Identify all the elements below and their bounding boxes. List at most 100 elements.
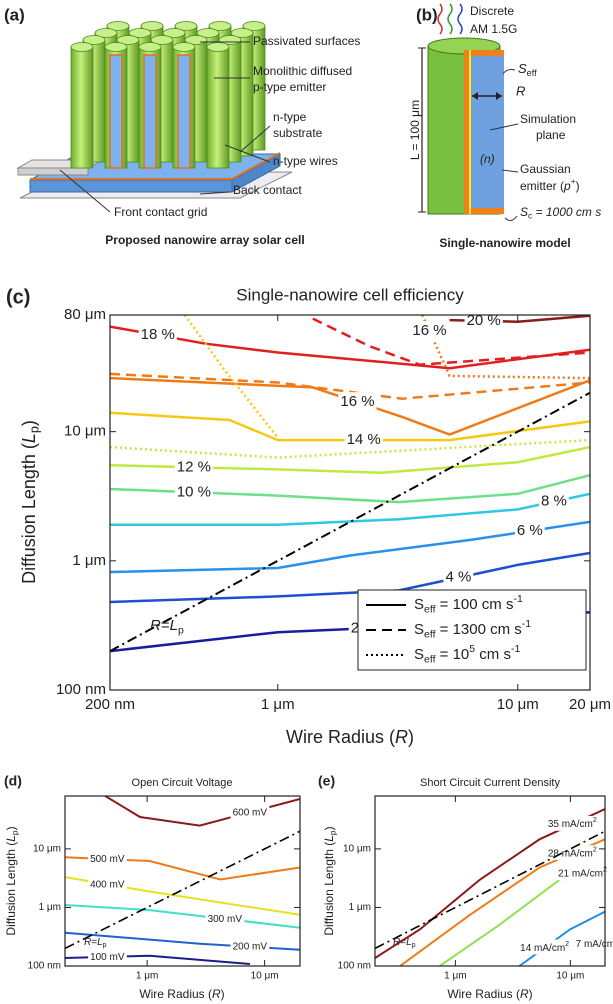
diagonal-label: R=Lp xyxy=(84,937,107,949)
contour-label-text: 12 % xyxy=(177,458,211,475)
text-part: ) xyxy=(576,179,580,193)
contour-label-text: 500 mV xyxy=(90,854,125,865)
y-tick-label: 10 μm xyxy=(64,423,106,440)
contour-line xyxy=(110,327,590,369)
light-wave xyxy=(448,4,452,34)
text-part: p xyxy=(412,942,416,949)
diagonal-label: R=Lp xyxy=(393,937,416,949)
wire xyxy=(207,47,229,168)
y-tick-label: 80 μm xyxy=(64,306,106,323)
wire-top xyxy=(173,43,195,52)
contour-label: 6 % xyxy=(517,522,543,539)
text-part: Diffusion Length ( xyxy=(322,842,336,936)
wire-core xyxy=(178,55,190,168)
annotation: emitter (p+) xyxy=(520,176,580,193)
text-part: p xyxy=(103,942,107,949)
text-part: R xyxy=(393,937,400,948)
x-axis-label: Wire Radius (R) xyxy=(286,727,414,747)
leader xyxy=(505,216,517,221)
text-part: Wire Radius ( xyxy=(447,987,520,1001)
front-contact-side xyxy=(18,168,88,175)
contour-label-text: 16 % xyxy=(412,322,446,339)
light-wave xyxy=(438,4,442,34)
x-tick-label: 1 μm xyxy=(136,971,158,982)
x-tick-label: 200 nm xyxy=(85,696,135,713)
chart-title: Open Circuit Voltage xyxy=(132,777,233,789)
contour-label-text: 14 mA/cm xyxy=(520,942,565,953)
y-axis-label: Diffusion Length (Lp) xyxy=(19,420,42,584)
y-axis-label: Diffusion Length (Lp) xyxy=(4,826,20,935)
contour-line xyxy=(375,809,605,958)
contour-label-text: 6 % xyxy=(517,522,543,539)
contour-label-text: 7 mA/cm xyxy=(576,939,613,950)
contour-label-text: 4 % xyxy=(445,569,471,586)
annotation: Passivated surfaces xyxy=(253,34,360,48)
annotation: Gaussian xyxy=(520,162,571,176)
contour-label-text: 16 % xyxy=(340,393,374,410)
text-part: Diffusion Length ( xyxy=(19,443,39,584)
text-part: -1 xyxy=(522,618,531,630)
wire-top xyxy=(105,43,127,52)
chart-title: Single-nanowire cell efficiency xyxy=(236,285,464,304)
contour-label-text: 35 mA/cm xyxy=(548,819,593,830)
contour-label-sup: 2 xyxy=(593,817,597,824)
text-part: ) xyxy=(19,420,39,426)
annotation: substrate xyxy=(273,126,323,140)
text-part: Diffusion Length ( xyxy=(4,842,18,936)
annotation: Front contact grid xyxy=(114,205,207,219)
wire-array xyxy=(71,22,265,169)
text-part: = xyxy=(161,617,170,634)
annotation: Simulation xyxy=(520,112,576,126)
annotation: Seff xyxy=(518,61,537,78)
contour-label-text: 8 % xyxy=(541,493,567,510)
text-part: = 10 xyxy=(436,646,470,663)
contour-label-text: 10 % xyxy=(177,483,211,500)
panel-label: (e) xyxy=(318,773,335,789)
contour-label-text: 200 mV xyxy=(233,941,268,952)
contour-label: 18 % xyxy=(141,326,175,343)
text-part: = 1000 cm s xyxy=(532,205,601,219)
text-part: -1 xyxy=(513,593,522,605)
contour-label: 8 % xyxy=(541,493,567,510)
x-tick-label: 1 μm xyxy=(444,971,466,982)
contour-label: 16 % xyxy=(412,322,446,339)
contour-label-sup: 2 xyxy=(593,846,597,853)
contour-label: 300 mV xyxy=(208,914,243,925)
contour-label: 14 % xyxy=(347,431,381,448)
panel-label: (c) xyxy=(6,286,30,308)
contour-label-text: 18 % xyxy=(141,326,175,343)
text-part: eff xyxy=(424,603,436,615)
contour-label: 500 mV xyxy=(90,854,125,865)
y-tick-label: 1 μm xyxy=(72,552,106,569)
contour-label: 4 % xyxy=(445,569,471,586)
x-tick-label: 10 μm xyxy=(497,696,539,713)
page: {"figure": { "a": {"tag": "(a)", "labels… xyxy=(0,0,613,1004)
contour-label-text: 300 mV xyxy=(208,914,243,925)
contour-label: 10 % xyxy=(177,483,211,500)
text-part: R xyxy=(520,987,529,1001)
panel-label: (d) xyxy=(4,773,22,789)
contour-label: 200 mV xyxy=(233,941,268,952)
contour-line xyxy=(105,796,300,826)
panel-a: (a) Passivated surfaces Monolithic diffu… xyxy=(4,5,360,247)
text-part: R xyxy=(150,617,161,634)
contour-label: 100 mV xyxy=(90,951,125,962)
text-part: p xyxy=(178,624,184,636)
contour-label: 14 mA/cm2 xyxy=(520,941,569,954)
contour-label: 7 mA/cm2 xyxy=(576,937,613,950)
text-part: ) xyxy=(529,987,533,1001)
x-tick-label: 1 μm xyxy=(261,696,295,713)
contour-label-text: 600 mV xyxy=(233,807,268,818)
contour-line xyxy=(313,319,590,365)
contour-label-text: 14 % xyxy=(347,431,381,448)
wire-core xyxy=(110,55,122,168)
text-part: L xyxy=(4,835,18,842)
wire-top xyxy=(207,43,229,52)
panel-label: (b) xyxy=(416,5,438,24)
text-part: cm s xyxy=(475,646,511,663)
annotation: Sc = 1000 cm s xyxy=(520,205,601,221)
y-tick-label: 100 nm xyxy=(28,961,61,972)
annotation: plane xyxy=(536,128,566,142)
caption: Proposed nanowire array solar cell xyxy=(105,233,304,247)
y-axis-label: Diffusion Length (Lp) xyxy=(322,826,338,935)
